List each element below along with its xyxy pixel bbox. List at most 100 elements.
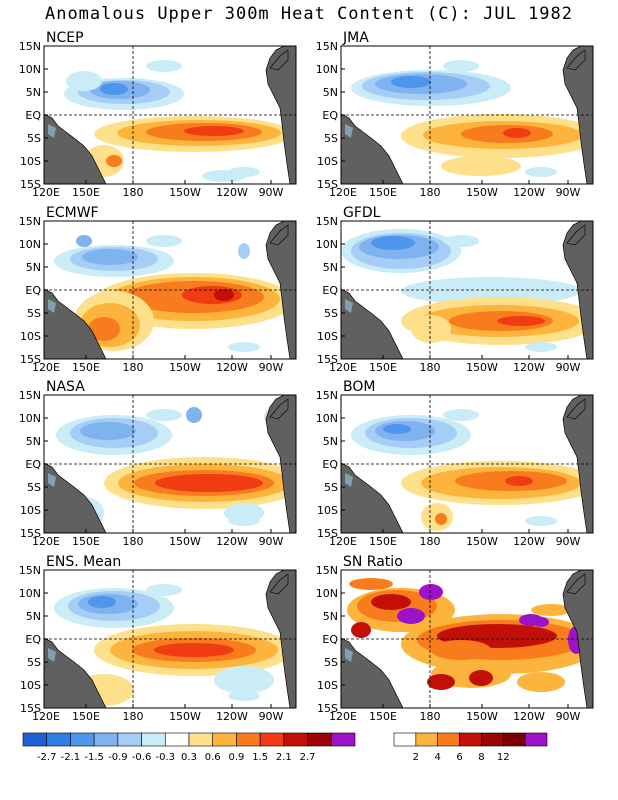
anomaly-contour-fill xyxy=(214,666,274,694)
anomaly-contour-fill xyxy=(88,317,120,341)
anomaly-contour-fill xyxy=(525,516,557,526)
lat-tick-label: EQ xyxy=(25,633,41,646)
central-america xyxy=(566,224,586,246)
lat-tick-label: 10N xyxy=(19,63,41,76)
lat-tick-label: 10N xyxy=(316,63,338,76)
lat-tick-label: 10S xyxy=(317,679,338,692)
anomaly-contour-fill xyxy=(80,422,136,440)
sn-ratio-contour-fill xyxy=(419,584,443,600)
lon-tick-label: 120W xyxy=(513,361,545,374)
colorbar-swatch xyxy=(236,732,261,747)
land-west xyxy=(341,113,404,184)
lat-tick-label: 15N xyxy=(316,215,338,228)
anomaly-contour-fill xyxy=(228,691,260,701)
lon-tick-label: 120W xyxy=(513,535,545,548)
lon-tick-label: 120E xyxy=(329,535,357,548)
lat-tick-label: 15N xyxy=(19,389,41,402)
lat-tick-label: 15S xyxy=(20,702,41,715)
anomaly-contour-fill xyxy=(88,596,116,608)
colorbar-anomaly: -2.7 -2.1 -1.5 -0.9 -0.6 -0.3 0.3 0.6 0.9 1.5 2.1 2… xyxy=(22,732,356,763)
lon-tick-label: 120E xyxy=(32,710,60,723)
panel-title: SN Ratio xyxy=(343,554,403,570)
anomaly-contour-fill xyxy=(505,476,533,486)
colorbar-swatch xyxy=(307,732,332,747)
lat-tick-label: 10N xyxy=(316,412,338,425)
lat-tick-label: 5N xyxy=(323,435,338,448)
anomaly-contour-fill xyxy=(383,424,411,434)
lon-tick-label: 150E xyxy=(369,535,397,548)
coast-highlight xyxy=(48,124,56,138)
colorbar-label: 2 xyxy=(413,752,419,763)
lat-tick-label: EQ xyxy=(25,458,41,471)
lat-tick-label: 15S xyxy=(20,178,41,191)
anomaly-contour-fill xyxy=(391,76,431,88)
colorbar-label: -2.7 xyxy=(37,752,57,763)
anomaly-contour-fill xyxy=(401,277,581,305)
colorbar-label: -0.6 xyxy=(132,752,152,763)
lat-tick-label: EQ xyxy=(322,109,338,122)
panel-title: NASA xyxy=(46,379,85,395)
colorbar-swatch xyxy=(481,732,504,747)
anomaly-contour-fill xyxy=(146,60,182,72)
panel-title: NCEP xyxy=(46,30,84,46)
sn-ratio-contour-fill xyxy=(371,594,411,610)
central-america xyxy=(269,398,289,420)
lat-tick-label: 10S xyxy=(317,155,338,168)
colorbar-label: 0.3 xyxy=(181,752,197,763)
lat-tick-label: 5N xyxy=(26,435,41,448)
colorbar-swatch xyxy=(22,732,48,747)
lat-tick-label: EQ xyxy=(322,458,338,471)
lon-tick-label: 120W xyxy=(513,186,545,199)
lat-tick-label: 5N xyxy=(323,261,338,274)
central-america xyxy=(269,49,289,71)
lon-tick-label: 150E xyxy=(72,710,100,723)
colorbar-swatch xyxy=(117,732,142,747)
lon-tick-label: 120W xyxy=(216,186,248,199)
anomaly-contour-fill xyxy=(214,289,234,301)
anomaly-contour-fill xyxy=(146,584,182,596)
lat-tick-label: 5N xyxy=(323,610,338,623)
lon-tick-label: 90W xyxy=(259,535,284,548)
lon-tick-label: 120E xyxy=(329,361,357,374)
anomaly-contour-fill xyxy=(443,235,479,247)
sn-ratio-contour-fill xyxy=(531,604,571,616)
lat-tick-label: 10S xyxy=(20,504,41,517)
anomaly-contour-fill xyxy=(66,71,102,91)
coast-highlight xyxy=(48,299,56,313)
central-america xyxy=(566,573,586,595)
colorbar-swatch xyxy=(46,732,71,747)
lat-tick-label: 5N xyxy=(26,86,41,99)
lon-tick-label: 150W xyxy=(466,535,498,548)
lon-tick-label: 150W xyxy=(169,361,201,374)
lon-tick-label: 150E xyxy=(369,361,397,374)
lon-tick-label: 150E xyxy=(72,186,100,199)
lat-tick-label: 15N xyxy=(19,564,41,577)
central-america xyxy=(566,398,586,420)
lon-tick-label: 120W xyxy=(216,535,248,548)
colorbar-swatch xyxy=(524,732,548,747)
anomaly-contour-fill xyxy=(76,235,92,247)
colorbar-label: 6 xyxy=(456,752,462,763)
colorbar-label: 2.7 xyxy=(300,752,316,763)
lat-tick-label: EQ xyxy=(322,633,338,646)
colorbar-swatch xyxy=(437,732,460,747)
lat-tick-label: 15S xyxy=(317,178,338,191)
lon-tick-label: 120W xyxy=(216,710,248,723)
colorbar-swatch xyxy=(70,732,95,747)
anomaly-contour-fill xyxy=(503,128,531,138)
lat-tick-label: 5S xyxy=(27,132,41,145)
lon-tick-label: 180 xyxy=(123,710,144,723)
lon-tick-label: 90W xyxy=(556,186,581,199)
anomaly-contour-fill xyxy=(238,243,250,259)
land-west xyxy=(341,637,404,708)
sn-ratio-contour-fill xyxy=(351,622,371,638)
anomaly-contour-fill xyxy=(186,407,202,423)
lon-tick-label: 150W xyxy=(169,710,201,723)
lat-tick-label: 5N xyxy=(26,261,41,274)
lon-tick-label: 180 xyxy=(420,186,441,199)
anomaly-contour-fill xyxy=(525,167,557,177)
